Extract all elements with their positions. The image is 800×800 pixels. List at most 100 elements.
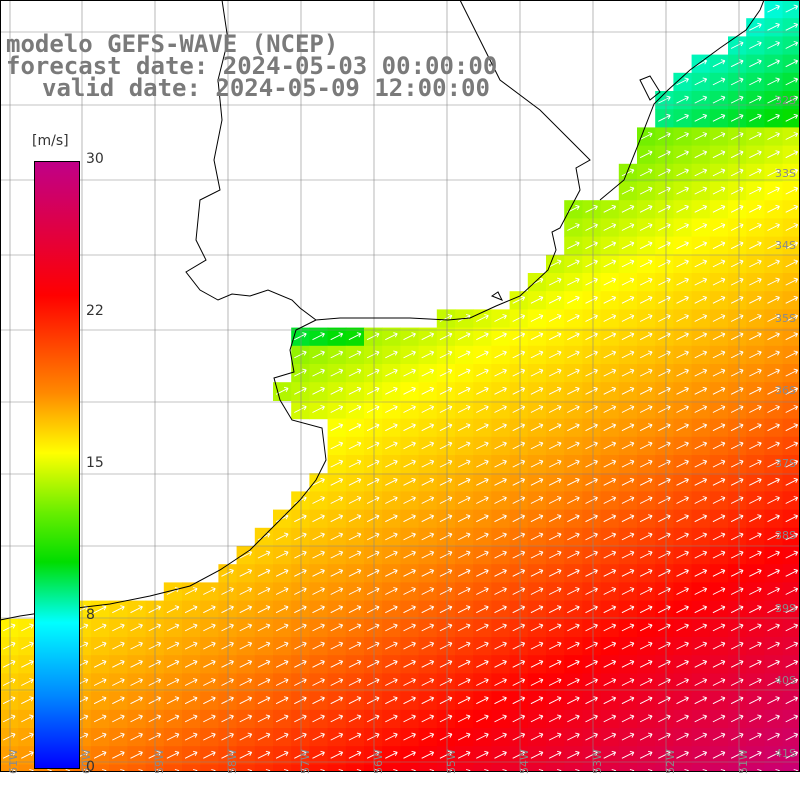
wind-arrow	[312, 641, 325, 650]
wind-arrow	[21, 623, 34, 632]
wind-arrow	[639, 678, 653, 686]
wind-arrow	[585, 550, 598, 559]
wind-arrow	[476, 496, 489, 504]
wind-arrow	[457, 678, 471, 686]
wind-arrow	[439, 332, 453, 341]
wind-arrow	[439, 386, 453, 395]
wind-arrow	[366, 605, 380, 614]
wind-arrow	[439, 714, 453, 723]
wind-arrow	[603, 641, 617, 650]
lat-label: 36S	[775, 384, 796, 397]
wind-cell	[309, 764, 329, 772]
wind-arrow	[785, 22, 799, 31]
forecast-date: forecast date: 2024-05-03 00:00:00	[6, 52, 498, 80]
wind-arrow	[730, 113, 744, 122]
wind-arrow	[730, 241, 744, 250]
wind-arrow	[130, 696, 143, 705]
wind-arrow	[767, 386, 780, 395]
wind-arrow	[785, 186, 799, 195]
wind-arrow	[512, 332, 526, 341]
wind-arrow	[512, 750, 526, 759]
wind-cell	[691, 764, 711, 772]
wind-arrow	[749, 259, 762, 268]
wind-arrow	[767, 623, 780, 632]
wind-arrow	[476, 477, 489, 486]
wind-arrow	[567, 550, 580, 559]
wind-arrow	[785, 150, 799, 159]
wind-arrow	[166, 678, 180, 686]
wind-arrow	[785, 459, 799, 468]
wind-arrow	[639, 295, 653, 304]
wind-arrow	[785, 4, 799, 13]
wind-arrow	[476, 641, 489, 650]
wind-arrow	[676, 186, 689, 195]
wind-arrow	[694, 95, 708, 104]
wind-arrow	[112, 623, 125, 632]
wind-arrow	[694, 405, 708, 413]
wind-arrow	[93, 605, 107, 614]
wind-arrow	[494, 441, 507, 450]
wind-arrow	[658, 223, 671, 231]
wind-arrow	[567, 623, 580, 632]
wind-arrow	[548, 405, 562, 413]
wind-arrow	[476, 514, 489, 523]
wind-cell	[327, 764, 347, 772]
wind-arrow	[403, 732, 416, 741]
wind-arrow	[494, 732, 507, 741]
wind-arrow	[676, 623, 689, 632]
wind-arrow	[494, 605, 507, 614]
wind-arrow	[2, 641, 16, 650]
wind-arrow	[530, 532, 544, 541]
wind-arrow	[348, 405, 362, 413]
wind-arrow	[294, 659, 307, 668]
wind-arrow	[603, 223, 617, 231]
wind-arrow	[767, 587, 780, 595]
wind-arrow	[275, 732, 289, 741]
wind-arrow	[712, 386, 726, 395]
wind-arrow	[603, 295, 617, 304]
wind-arrow	[366, 678, 380, 686]
wind-arrow	[366, 659, 380, 668]
wind-arrow	[421, 605, 435, 614]
wind-arrow	[366, 459, 380, 468]
wind-arrow	[658, 623, 671, 632]
wind-arrow	[749, 714, 762, 723]
wind-arrow	[166, 623, 180, 632]
wind-arrow	[567, 714, 580, 723]
wind-arrow	[712, 223, 726, 231]
wind-arrow	[567, 423, 580, 432]
wind-arrow	[767, 204, 780, 213]
wind-arrow	[457, 696, 471, 705]
wind-arrow	[676, 259, 689, 268]
wind-arrow	[476, 332, 489, 341]
wind-arrow	[785, 750, 799, 759]
wind-arrow	[730, 332, 744, 341]
wind-arrow	[785, 241, 799, 250]
wind-arrow	[639, 132, 653, 140]
wind-arrow	[403, 459, 416, 468]
wind-arrow	[275, 532, 289, 541]
wind-arrow	[585, 605, 598, 614]
wind-arrow	[639, 223, 653, 231]
wind-arrow	[476, 659, 489, 668]
wind-arrow	[494, 350, 507, 359]
wind-arrow	[621, 514, 635, 523]
wind-arrow	[457, 659, 471, 668]
wind-arrow	[639, 696, 653, 705]
wind-arrow	[749, 332, 762, 341]
wind-arrow	[348, 496, 362, 504]
wind-arrow	[2, 659, 16, 668]
wind-arrow	[348, 641, 362, 650]
wind-arrow	[257, 605, 271, 614]
wind-arrow	[603, 204, 617, 213]
wind-arrow	[567, 496, 580, 504]
wind-arrow	[275, 623, 289, 632]
wind-arrow	[639, 587, 653, 595]
wind-arrow	[567, 696, 580, 705]
wind-arrow	[749, 750, 762, 759]
wind-arrow	[658, 659, 671, 668]
wind-arrow	[385, 459, 398, 468]
wind-arrow	[676, 295, 689, 304]
wind-arrow	[694, 659, 708, 668]
